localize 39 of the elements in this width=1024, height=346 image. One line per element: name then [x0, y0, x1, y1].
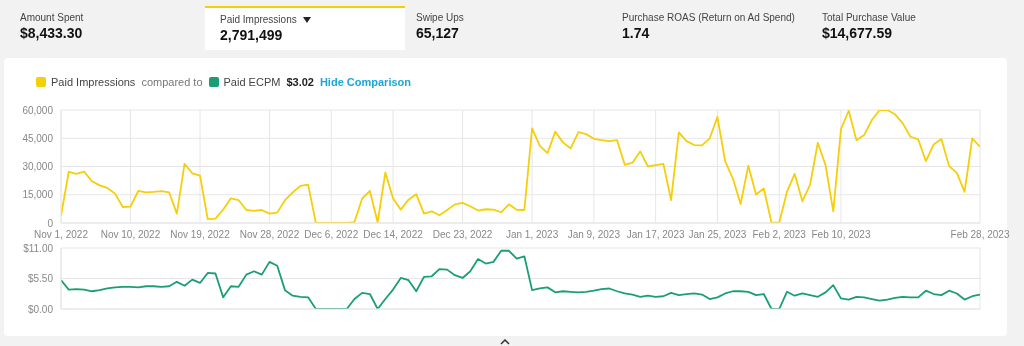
text: Paid Impressions [220, 14, 297, 25]
text: compared to [141, 76, 203, 88]
text: Swipe Ups [416, 12, 464, 23]
text: $14,677.59 [822, 25, 894, 41]
y-tick-label: 0 [47, 217, 54, 229]
text: Purchase ROAS (Return on Ad Spend) [622, 12, 795, 23]
text: $8,433.30 [20, 25, 84, 41]
x-tick-label: Dec 14, 2022 [363, 229, 424, 241]
y-tick-label: 45,000 [22, 132, 54, 144]
y-tick-label: 60,000 [22, 104, 54, 116]
line-series [61, 110, 980, 223]
y-tick-label: $11.00 [23, 242, 54, 254]
text: 65,127 [416, 25, 460, 41]
y-tick-label: 30,000 [22, 161, 54, 173]
x-tick-label: Feb 2, 2023 [752, 229, 807, 241]
y-tick-label: $0.00 [27, 303, 54, 315]
text: 2,791,499 [220, 27, 284, 43]
y-tick-label: 15,000 [22, 189, 54, 201]
line-series [61, 249, 980, 309]
y-tick-label: $5.50 [27, 273, 54, 285]
x-tick-label: Nov 28, 2022 [239, 229, 300, 241]
x-tick-label: Feb 10, 2023 [811, 229, 871, 241]
x-tick-label: Feb 28, 2023 [950, 229, 1010, 241]
x-tick-label: Nov 19, 2022 [170, 229, 231, 241]
x-tick-label: Jan 17, 2023 [626, 229, 685, 241]
x-tick-label: Jan 25, 2023 [688, 229, 747, 241]
text: $3.02 [286, 76, 314, 88]
x-tick-label: Dec 23, 2022 [432, 229, 493, 241]
x-tick-label: Jan 1, 2023 [505, 229, 559, 241]
x-tick-label: Jan 9, 2023 [567, 229, 621, 241]
x-tick-label: Nov 1, 2022 [34, 229, 89, 241]
legend-label: Paid ECPM [223, 76, 281, 88]
legend-label: Paid Impressions [51, 76, 136, 88]
text: Hide Comparison [319, 76, 411, 88]
x-tick-label: Nov 10, 2022 [100, 229, 161, 241]
text: 1.74 [622, 25, 651, 41]
x-tick-label: Dec 6, 2022 [304, 229, 359, 241]
text: Total Purchase Value [822, 12, 916, 23]
text: Amount Spent [20, 12, 84, 23]
